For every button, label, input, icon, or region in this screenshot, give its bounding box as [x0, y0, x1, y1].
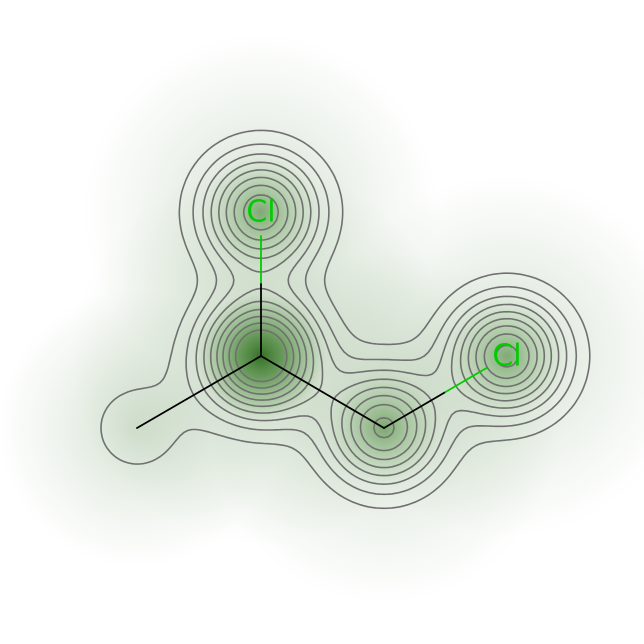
atom-label-cl1: Cl	[246, 195, 275, 230]
bond-half	[444, 367, 488, 393]
bonds	[136, 235, 488, 429]
contour-level-1	[100, 129, 591, 510]
bond-half	[136, 391, 200, 429]
density-core-cl2	[446, 295, 568, 417]
bond-half	[260, 355, 324, 393]
density-haze	[0, 34, 644, 603]
atom-labels: Cl Cl	[246, 195, 521, 374]
contour-level-9	[234, 329, 519, 383]
atom-label-cl2: Cl	[492, 339, 521, 374]
bond-c1-c3	[260, 355, 385, 429]
contour-level-2	[185, 143, 578, 496]
bond-c1-c2	[136, 355, 262, 429]
contour-level-5	[209, 169, 553, 469]
contour-level-8	[228, 194, 530, 439]
bond-half	[383, 391, 447, 429]
contour-level-6	[216, 176, 546, 461]
contour-level-4	[203, 161, 560, 477]
bond-half	[198, 355, 262, 393]
bond-half	[321, 391, 385, 429]
contour-level-7	[222, 184, 538, 452]
contour-lines	[100, 129, 591, 510]
bond-c3-cl2	[383, 367, 488, 429]
contour-level-3	[195, 153, 568, 485]
